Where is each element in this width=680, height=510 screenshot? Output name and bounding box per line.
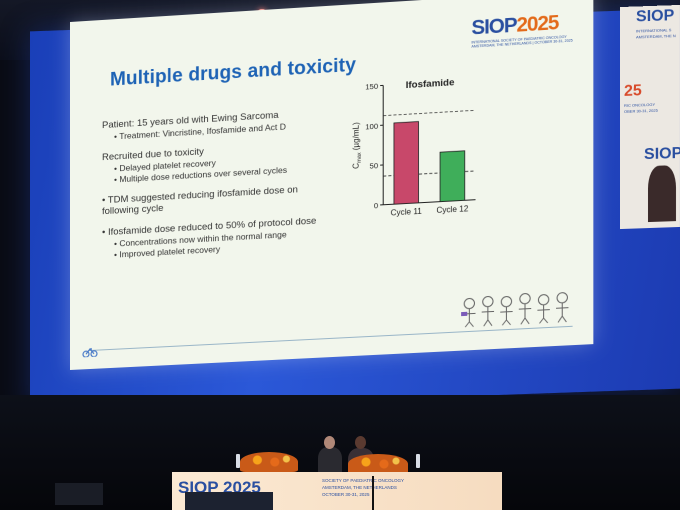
side-logo-text: AMSTERDAM, THE N bbox=[636, 33, 676, 40]
conference-logo: SIOP2025 INTERNATIONAL SOCIETY OF PAEDIA… bbox=[471, 11, 574, 58]
side-screen: SIOP INTERNATIONAL S AMSTERDAM, THE N 25… bbox=[620, 4, 680, 230]
ifosfamide-chart: Ifosfamide 0 50 100 150 Cycle 11 Cycle 12 Cmax… bbox=[332, 69, 486, 260]
table-banner-text: OCTOBER 30-31, 2025 bbox=[322, 492, 370, 497]
water-bottle bbox=[236, 454, 240, 468]
y-tick-label: 150 bbox=[365, 82, 378, 92]
panelist-head bbox=[355, 436, 366, 449]
bullet-list: Patient: 15 years old with Ewing Sarcoma… bbox=[102, 107, 324, 260]
flower-arrangement bbox=[348, 454, 408, 474]
microphone-stand bbox=[372, 476, 374, 510]
x-tick-label: Cycle 12 bbox=[436, 204, 469, 215]
y-tick-label: 100 bbox=[365, 121, 378, 131]
footer-divider bbox=[87, 325, 573, 352]
bar-1 bbox=[394, 122, 419, 205]
chart-svg: 0 50 100 150 Cycle 11 Cycle 12 Cmax (µg/mL) bbox=[352, 82, 486, 218]
y-axis-label: Cmax (µg/mL) bbox=[352, 122, 363, 170]
presenter-monitor bbox=[185, 492, 273, 510]
table-banner-text: SOCIETY OF PAEDIATRIC ONCOLOGY bbox=[322, 478, 405, 483]
logo-year: 2025 bbox=[516, 11, 559, 37]
bicycle-icon bbox=[82, 347, 98, 358]
presentation-slide: Multiple drugs and toxicity SIOP2025 INT… bbox=[70, 0, 594, 370]
side-logo-text: OBER 30-31, 2025 bbox=[624, 107, 658, 114]
side-logo: SIOP bbox=[636, 7, 675, 26]
bar-2 bbox=[440, 151, 465, 202]
x-tick-label: Cycle 11 bbox=[391, 207, 423, 218]
side-year: 25 bbox=[624, 82, 642, 100]
y-tick-label: 50 bbox=[370, 161, 379, 171]
panelist-head bbox=[324, 436, 335, 449]
speaker-video bbox=[648, 165, 676, 223]
children-doodle bbox=[461, 288, 573, 328]
side-logo: SIOP bbox=[644, 144, 680, 164]
y-tick-label: 0 bbox=[374, 201, 378, 210]
logo-text: SIOP bbox=[471, 14, 517, 40]
stage-monitor bbox=[55, 483, 103, 505]
water-bottle bbox=[416, 454, 420, 468]
slide-title: Multiple drugs and toxicity bbox=[110, 54, 357, 91]
flower-arrangement bbox=[240, 452, 298, 472]
panelist bbox=[318, 447, 342, 475]
reference-line bbox=[383, 110, 475, 115]
table-banner-text: AMSTERDAM, THE NETHERLANDS bbox=[322, 485, 397, 490]
